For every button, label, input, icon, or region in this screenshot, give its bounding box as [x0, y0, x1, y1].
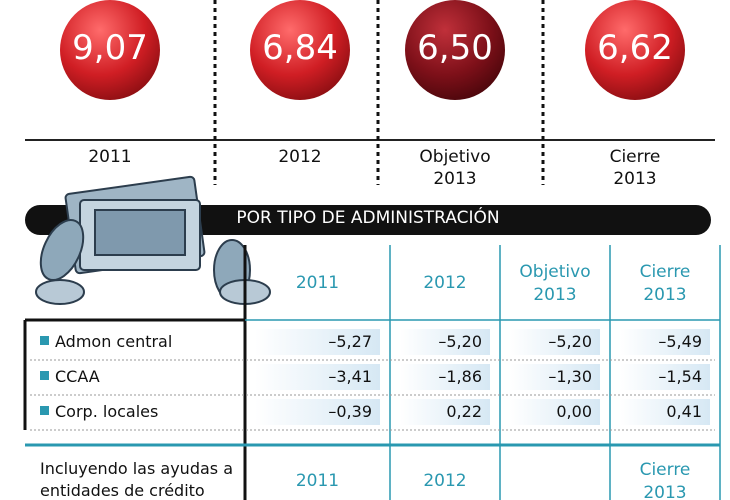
- circle-label: 2011: [88, 147, 132, 167]
- cell-value: –1,54: [620, 364, 710, 390]
- bullet: [40, 336, 49, 345]
- cell-value: –5,49: [620, 329, 710, 355]
- column-header: 2011: [295, 273, 340, 293]
- row-name: Admon central: [40, 332, 172, 351]
- circle-label: 2012: [278, 147, 322, 167]
- footer-value: 2012: [423, 471, 467, 491]
- banner-title: POR TIPO DE ADMINISTRACIÓN: [236, 208, 500, 228]
- cell-value: –1,30: [510, 364, 600, 390]
- value-circle: [60, 0, 160, 100]
- circle-label: Cierre 2013: [609, 147, 661, 189]
- cell-value: –3,41: [255, 364, 380, 390]
- circle-value: 6,84: [262, 28, 338, 68]
- circle-label: Objetivo 2013: [419, 147, 491, 189]
- footer-value: Cierre 2013: [639, 460, 691, 500]
- circle-value: 9,07: [72, 28, 148, 68]
- footer-label: Incluyendo las ayudas a entidades de cré…: [40, 459, 233, 500]
- value-circle: [585, 0, 685, 100]
- value-circle: [405, 0, 505, 100]
- column-header: 2012: [423, 273, 467, 293]
- footer-value: 2011: [295, 471, 340, 491]
- value-circle: [250, 0, 350, 100]
- bullet: [40, 406, 49, 415]
- circle-value: 6,62: [597, 28, 673, 68]
- circle-value: 6,50: [417, 28, 493, 68]
- cell-value: –5,20: [510, 329, 600, 355]
- column-header: Objetivo 2013: [519, 262, 591, 305]
- row-name: Corp. locales: [40, 402, 158, 421]
- column-header: Cierre 2013: [639, 262, 691, 305]
- row-label: CCAA: [55, 367, 100, 386]
- bullet: [40, 371, 49, 380]
- row-name: CCAA: [40, 367, 100, 386]
- cell-value: –1,86: [400, 364, 490, 390]
- cell-value: –5,20: [400, 329, 490, 355]
- cell-value: 0,22: [400, 399, 490, 425]
- row-label: Corp. locales: [55, 402, 159, 421]
- cell-value: 0,00: [510, 399, 600, 425]
- cell-value: –0,39: [255, 399, 380, 425]
- cell-value: –5,27: [255, 329, 380, 355]
- cell-value: 0,41: [620, 399, 710, 425]
- row-label: Admon central: [55, 332, 173, 351]
